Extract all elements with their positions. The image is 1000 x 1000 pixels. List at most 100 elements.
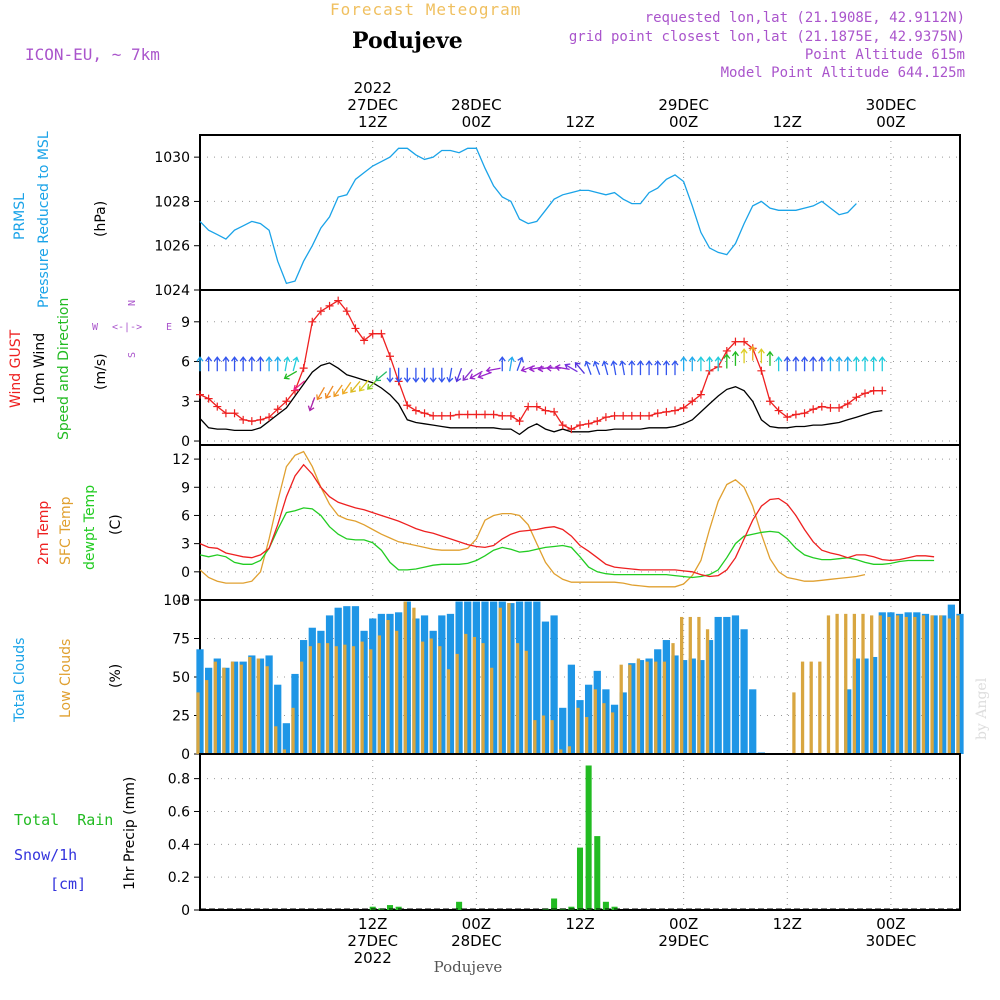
total-cloud-bar (507, 603, 515, 754)
pressure-line (199, 147, 857, 285)
hpa-label: (hPa) (93, 201, 109, 237)
low-cloud-bar (438, 646, 442, 754)
wind-arrow-icon (421, 367, 429, 383)
gust-marker (316, 307, 325, 316)
wind-arrow-icon (818, 356, 826, 372)
wind-arrow-icon (654, 360, 662, 376)
wind-arrow-shape (714, 356, 722, 372)
wind-arrow-icon (688, 356, 696, 372)
wind-arrow-shape (283, 356, 291, 372)
total-cloud-bar (628, 663, 636, 754)
low-cloud-bar (351, 646, 356, 754)
wind-arrow-shape (386, 367, 394, 383)
gust-marker (386, 352, 394, 361)
total-cloud-bar (256, 658, 265, 754)
low-cloud-bar (930, 615, 934, 754)
total-cloud-bar (481, 601, 489, 754)
y-tick-label: 0.8 (168, 772, 190, 788)
gust-marker (524, 402, 533, 411)
wind-arrow-shape (248, 356, 256, 372)
gust-marker (696, 390, 705, 399)
gust-marker (817, 402, 826, 411)
total-cloud-bar (472, 601, 480, 754)
wind-arrow-shape (766, 350, 774, 366)
top-time-label: 00Z (876, 113, 905, 131)
wind-arrow-icon (454, 367, 463, 383)
total-cloud-bar (705, 640, 714, 754)
low-cloud-bar (498, 607, 502, 754)
rain-bar (585, 765, 592, 910)
total-cloud-bar (429, 630, 437, 754)
top-time-label: 27DEC (347, 96, 398, 114)
low-cloud-bar (550, 720, 554, 754)
gust-marker (731, 337, 740, 346)
wind-arrow-icon (574, 361, 585, 374)
wind-arrow-shape (554, 364, 570, 372)
total-cloud-bar (887, 612, 895, 754)
wind-arrow-icon (222, 356, 230, 372)
gust-marker (809, 405, 818, 414)
wind-arrow-icon (809, 356, 817, 372)
wind-arrow-icon (485, 366, 501, 374)
gust-marker (463, 410, 472, 419)
gust-marker (481, 410, 489, 419)
wind-arrow-shape (731, 350, 739, 366)
total-cloud-bar (749, 689, 757, 754)
gust-marker (610, 411, 619, 420)
low-cloud-bar (680, 616, 684, 754)
total-cloud-bar (541, 621, 550, 754)
gust-marker (740, 337, 749, 346)
wind-arrow-shape (809, 356, 817, 372)
wind-arrow-shape (688, 356, 696, 372)
bottom-time-label: 00Z (462, 915, 491, 933)
total-cloud-bar (360, 630, 368, 754)
gust-marker (472, 410, 481, 419)
y-tick-label: 6 (181, 355, 190, 371)
low-cloud-bar (619, 664, 623, 754)
gust-marker (213, 402, 222, 411)
wind-arrow-icon (438, 367, 446, 383)
wind-arrow-shape (205, 356, 213, 372)
wind-arrow-icon (740, 348, 748, 364)
wind-arrow-icon (792, 356, 800, 372)
wind-line (199, 362, 883, 436)
wind-arrow-icon (283, 356, 291, 372)
gust-marker (558, 421, 567, 430)
wind-arrow-icon (775, 356, 783, 372)
gust-marker (688, 397, 697, 406)
wind-arrow-shape (574, 361, 585, 374)
wind-arrow-shape (316, 386, 325, 401)
total-cloud-bar (688, 658, 696, 754)
total-cloud-bar (196, 649, 204, 754)
low-cloud-bar (688, 616, 692, 754)
watermark: by Angel (974, 677, 990, 740)
wind-arrow-shape (421, 367, 429, 383)
bottom-time-label: 00Z (669, 915, 698, 933)
total-cloud-bar (697, 660, 705, 754)
gust-marker (835, 403, 844, 412)
wind-arrow-icon (196, 356, 204, 372)
low-cloud-bar (956, 615, 960, 754)
wind-arrow-shape (584, 360, 592, 375)
low-cloud-bar (800, 661, 805, 754)
low-cloud-bar (317, 643, 321, 754)
wind-arrow-icon (671, 360, 679, 376)
wind-arrow-shape (462, 369, 473, 381)
rain-bar (611, 906, 618, 910)
y-tick-label: 0.6 (168, 804, 190, 820)
low-cloud-bar (395, 630, 399, 754)
wind-arrow-icon (636, 360, 644, 376)
total-cloud-bar (939, 615, 947, 754)
gust-marker (239, 415, 248, 424)
wind-arrow-icon (239, 356, 247, 372)
total-cloud-bar (213, 658, 221, 754)
wind-arrow-icon (350, 380, 361, 393)
gust-marker (403, 401, 412, 410)
wind-arrow-shape (878, 356, 886, 372)
wind-arrow-shape (341, 381, 352, 395)
low-cloud-bar (300, 661, 304, 754)
wind-arrow-icon (610, 360, 618, 376)
gust-marker (515, 417, 524, 426)
wind-arrow-icon (826, 356, 834, 372)
